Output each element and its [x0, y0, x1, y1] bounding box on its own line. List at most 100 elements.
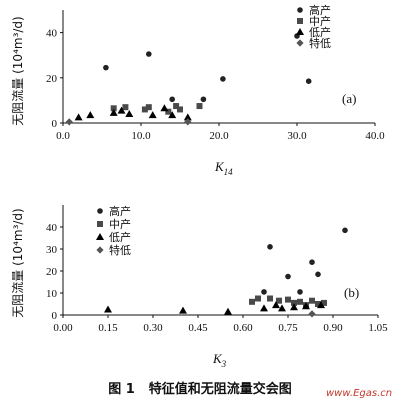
data-point-circle	[220, 76, 226, 82]
data-point-square	[122, 104, 129, 111]
data-point-square	[177, 106, 183, 113]
data-point-square	[276, 297, 282, 304]
data-point-square	[285, 296, 291, 303]
y-tick-label: 20	[46, 266, 58, 278]
data-point-square	[309, 297, 315, 304]
data-point-circle	[261, 289, 267, 295]
x-tick-label: 1.05	[368, 322, 388, 334]
panel-b: 无阻流量 (10⁴m³/d) 0.00 0.15 0.30 0.45 0.60 0.75 0…	[11, 204, 388, 369]
legend-marker-triangle	[96, 233, 104, 240]
data-point-diamond	[184, 118, 192, 126]
data-point-square	[315, 301, 321, 307]
data-point-triangle	[317, 301, 325, 309]
data-point-circle	[342, 227, 348, 234]
panel-b-y-ticks: 0 10 20 30 40	[46, 222, 63, 322]
data-point-circle	[315, 271, 321, 278]
data-point-triangle	[74, 113, 83, 121]
data-point-diamond	[308, 310, 316, 318]
legend-label: 高产	[309, 3, 331, 17]
x-tick-label: 40.0	[365, 130, 385, 142]
x-tick-label: 0.75	[278, 322, 298, 334]
data-point-circle	[103, 64, 109, 71]
data-point-square	[141, 106, 148, 113]
data-point-triangle	[183, 113, 192, 121]
data-point-triangle	[109, 108, 118, 116]
x-tick-label: 30.0	[287, 130, 307, 142]
legend-label: 中产	[309, 14, 331, 28]
data-point-square	[145, 104, 152, 111]
panel-a-label: (a)	[342, 91, 356, 106]
x-tick-label: 10.0	[131, 130, 151, 142]
data-point-triangle	[117, 106, 126, 114]
data-point-square	[165, 108, 172, 115]
legend-label: 特低	[109, 243, 131, 257]
legend-marker-circle	[97, 208, 103, 214]
data-point-triangle	[302, 302, 310, 310]
data-point-circle	[305, 78, 312, 84]
data-point-triangle	[272, 301, 280, 309]
data-point-square	[110, 105, 117, 112]
data-point-triangle	[179, 306, 187, 314]
legend-marker-triangle	[296, 28, 304, 35]
data-point-circle	[200, 96, 207, 103]
data-point-square	[196, 103, 203, 110]
panel-b-label: (b)	[344, 285, 359, 300]
panel-a-ylabel: 无阻流量 (10⁴m³/d)	[11, 16, 25, 125]
data-point-diamond	[65, 118, 73, 126]
data-point-circle	[309, 259, 315, 266]
data-point-triangle	[278, 304, 286, 312]
legend-label: 中产	[109, 217, 131, 231]
panel-a-xlabel: K14	[214, 159, 233, 177]
x-tick-label: 0.60	[233, 322, 253, 334]
data-point-circle	[169, 96, 175, 103]
legend-marker-square	[297, 18, 303, 24]
legend-marker-circle	[297, 7, 303, 13]
x-tick-label: 0.90	[323, 322, 343, 334]
data-point-square	[249, 298, 255, 305]
data-point-square	[267, 295, 273, 302]
data-point-triangle	[290, 303, 298, 311]
x-tick-label: 0.45	[188, 322, 208, 334]
watermark: www.Egas.cn	[326, 388, 392, 399]
panel-a: 无阻流量 (10⁴m³/d) 0.0 10.0 20.0 30.0 40.0 0 20 40…	[11, 3, 385, 177]
panel-b-ylabel: 无阻流量 (10⁴m³/d)	[11, 208, 25, 317]
data-point-triangle	[125, 109, 134, 117]
figure-caption: 图 1 特征值和无阻流量交会图	[108, 381, 292, 397]
data-point-triangle	[224, 307, 232, 315]
data-point-square	[321, 299, 327, 306]
legend-label: 低产	[309, 25, 331, 39]
data-point-circle	[146, 51, 152, 57]
y-tick-label: 30	[46, 244, 58, 256]
data-point-triangle	[86, 111, 95, 119]
data-point-circle	[297, 289, 303, 295]
y-tick-label: 0	[52, 118, 58, 130]
x-tick-label: 0.0	[56, 130, 70, 142]
x-tick-label: 20.0	[209, 130, 229, 142]
panel-b-axes	[62, 205, 378, 316]
data-point-circle	[267, 244, 273, 250]
y-tick-label: 20	[46, 73, 58, 85]
legend-marker-diamond	[96, 246, 104, 254]
data-point-triangle	[260, 304, 268, 312]
legend-marker-diamond	[296, 39, 304, 47]
data-point-triangle	[160, 104, 169, 112]
x-tick-label: 0.00	[53, 322, 73, 334]
panel-b-xlabel: K3	[212, 351, 227, 369]
y-tick-label: 40	[46, 28, 58, 40]
data-point-square	[255, 295, 261, 302]
panel-a-y-ticks: 0 20 40	[46, 28, 63, 130]
legend-label: 高产	[109, 204, 131, 218]
panel-b-x-ticks: 0.00 0.15 0.30 0.45 0.60 0.75 0.90 1.05	[53, 315, 388, 334]
x-tick-label: 0.15	[98, 322, 118, 334]
legend-marker-square	[97, 221, 103, 227]
panel-b-points	[104, 227, 348, 318]
y-tick-label: 40	[46, 222, 58, 234]
y-tick-label: 0	[52, 310, 58, 322]
legend-label: 特低	[309, 36, 331, 50]
panel-a-x-ticks: 0.0 10.0 20.0 30.0 40.0	[56, 123, 385, 142]
y-tick-label: 10	[46, 288, 58, 300]
data-point-triangle	[168, 111, 177, 119]
